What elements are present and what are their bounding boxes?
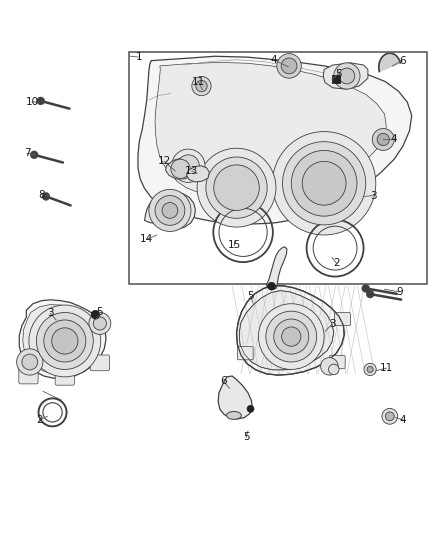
Bar [129,52,427,284]
Circle shape [272,132,376,235]
Circle shape [258,304,324,369]
Polygon shape [155,62,386,198]
Circle shape [366,290,374,298]
Text: 7: 7 [24,149,31,158]
Text: 15: 15 [228,240,241,251]
FancyBboxPatch shape [90,355,110,371]
Circle shape [291,150,357,216]
FancyBboxPatch shape [55,369,74,385]
Text: 5: 5 [247,291,254,301]
Circle shape [339,68,355,84]
Text: 10: 10 [25,97,39,107]
Text: 11: 11 [192,77,205,87]
Circle shape [274,319,309,354]
Circle shape [22,354,38,370]
Circle shape [91,310,100,319]
Text: 4: 4 [390,134,397,143]
Circle shape [36,312,93,369]
Text: 5: 5 [96,307,103,317]
Polygon shape [138,56,412,224]
Text: 13: 13 [185,166,198,176]
Circle shape [372,128,394,150]
Text: 1: 1 [136,52,143,62]
Polygon shape [323,63,368,89]
Circle shape [197,148,276,227]
Circle shape [30,151,38,159]
Polygon shape [266,247,287,289]
Circle shape [214,165,259,211]
Text: 3: 3 [370,190,377,200]
Circle shape [29,305,101,377]
Circle shape [328,364,339,375]
Text: 2: 2 [333,258,340,268]
Circle shape [196,80,207,92]
Text: 4: 4 [270,55,277,65]
Circle shape [17,349,43,375]
Polygon shape [166,158,196,179]
Circle shape [52,328,78,354]
Circle shape [171,159,190,179]
Circle shape [266,311,317,362]
Text: 11: 11 [380,363,393,373]
Text: 5: 5 [335,69,342,79]
Circle shape [362,285,370,292]
Circle shape [93,317,106,330]
Circle shape [89,312,111,334]
FancyBboxPatch shape [237,346,253,360]
Circle shape [44,320,86,362]
Circle shape [155,196,185,225]
Text: 14: 14 [140,235,153,244]
Circle shape [283,142,366,225]
Text: 2: 2 [36,415,43,425]
Polygon shape [239,290,334,370]
Circle shape [282,327,301,346]
Circle shape [321,358,338,375]
Text: 6: 6 [220,376,227,386]
Circle shape [382,408,398,424]
Circle shape [268,282,276,290]
Polygon shape [379,53,400,71]
Text: 9: 9 [396,287,403,297]
Polygon shape [218,376,252,419]
FancyBboxPatch shape [19,368,38,384]
Polygon shape [23,304,96,374]
Ellipse shape [226,411,241,419]
Circle shape [277,54,301,78]
Circle shape [334,63,360,89]
Circle shape [192,76,211,96]
Text: 6: 6 [399,55,406,66]
Circle shape [162,203,178,219]
Circle shape [42,192,50,200]
Circle shape [385,412,394,421]
Text: 4: 4 [399,415,406,425]
Polygon shape [237,286,344,375]
Circle shape [364,364,376,376]
Polygon shape [145,192,195,229]
Circle shape [281,58,297,74]
FancyBboxPatch shape [329,356,345,368]
Polygon shape [187,166,209,182]
Circle shape [177,155,199,177]
FancyBboxPatch shape [335,312,350,326]
Circle shape [302,161,346,205]
Circle shape [367,366,373,373]
Circle shape [377,133,389,146]
Circle shape [149,189,191,231]
Bar [332,75,340,83]
Polygon shape [19,300,106,378]
Circle shape [37,97,45,105]
Circle shape [206,157,267,219]
Text: 3: 3 [328,319,336,329]
Text: 12: 12 [158,156,171,166]
Circle shape [247,405,254,413]
Text: 3: 3 [47,309,54,318]
Text: 8: 8 [38,190,45,200]
Circle shape [172,149,205,182]
Text: 5: 5 [243,432,250,442]
